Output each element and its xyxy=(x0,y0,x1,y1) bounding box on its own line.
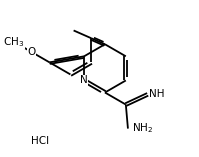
Text: NH$_2$: NH$_2$ xyxy=(132,122,153,135)
Text: HCl: HCl xyxy=(31,136,49,146)
Text: NH: NH xyxy=(149,89,165,99)
Text: CH$_3$: CH$_3$ xyxy=(3,35,25,49)
Text: O: O xyxy=(28,47,36,57)
Text: N: N xyxy=(80,76,88,85)
